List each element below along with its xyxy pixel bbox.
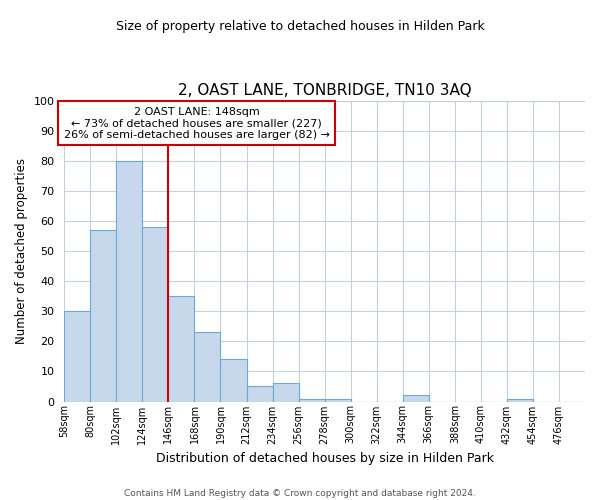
Bar [247, 386, 272, 402]
Bar [64, 311, 91, 402]
Bar [299, 398, 325, 402]
Text: Size of property relative to detached houses in Hilden Park: Size of property relative to detached ho… [116, 20, 484, 33]
Bar [169, 296, 194, 402]
Bar [403, 396, 429, 402]
Bar [325, 398, 350, 402]
Text: Contains HM Land Registry data © Crown copyright and database right 2024.: Contains HM Land Registry data © Crown c… [124, 488, 476, 498]
X-axis label: Distribution of detached houses by size in Hilden Park: Distribution of detached houses by size … [155, 452, 494, 465]
Text: 2 OAST LANE: 148sqm
← 73% of detached houses are smaller (227)
26% of semi-detac: 2 OAST LANE: 148sqm ← 73% of detached ho… [64, 106, 330, 140]
Bar [142, 227, 169, 402]
Y-axis label: Number of detached properties: Number of detached properties [15, 158, 28, 344]
Bar [91, 230, 116, 402]
Title: 2, OAST LANE, TONBRIDGE, TN10 3AQ: 2, OAST LANE, TONBRIDGE, TN10 3AQ [178, 83, 472, 98]
Bar [194, 332, 220, 402]
Bar [272, 384, 299, 402]
Bar [116, 160, 142, 402]
Bar [220, 360, 247, 402]
Bar [507, 398, 533, 402]
